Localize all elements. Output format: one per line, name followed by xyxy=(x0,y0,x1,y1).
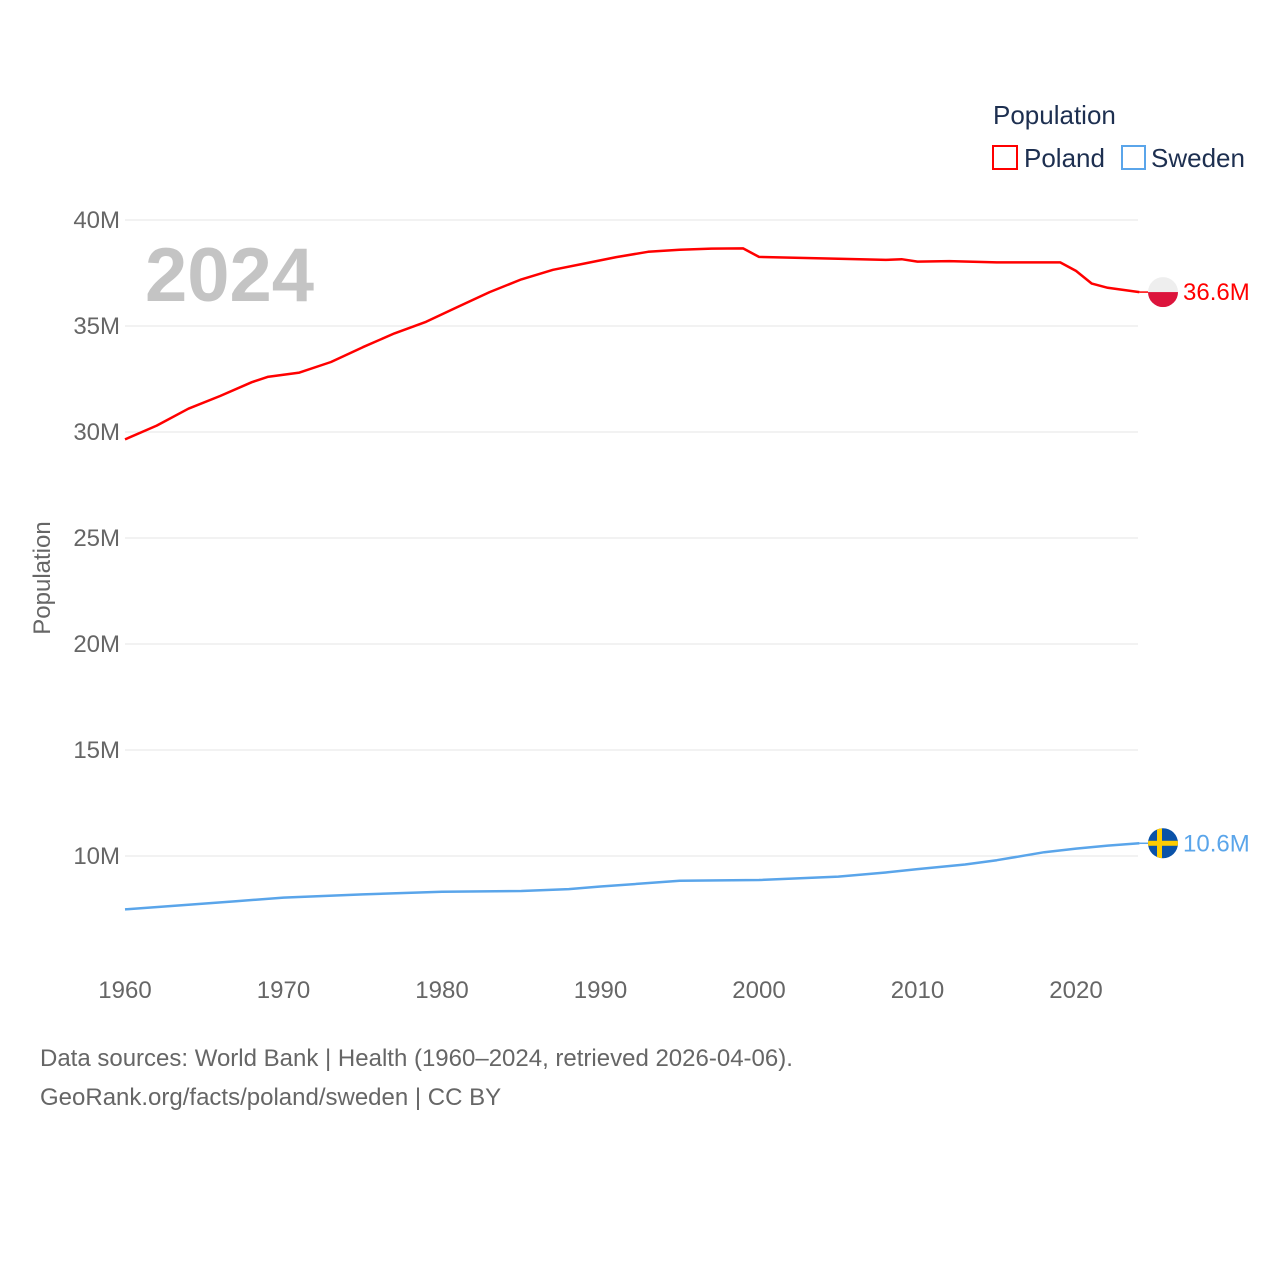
series-line-sweden xyxy=(124,842,1140,911)
y-axis-ticks: 10M 15M 20M 25M 30M 35M 40M xyxy=(73,207,120,870)
series-lines: 36.6M 10.6M xyxy=(124,247,1250,911)
x-tick-label: 2020 xyxy=(1049,977,1102,1004)
x-tick-label: 1960 xyxy=(98,977,151,1004)
flag-cross-v xyxy=(1157,828,1162,859)
y-tick-label: 30M xyxy=(73,419,120,446)
x-tick-label: 1990 xyxy=(574,977,627,1004)
sweden-flag-icon xyxy=(1148,828,1178,859)
x-tick-label: 1970 xyxy=(257,977,310,1004)
end-value-label-poland: 36.6M xyxy=(1183,279,1250,306)
x-axis-ticks: 1960 1970 1980 1990 2000 2010 2020 xyxy=(98,977,1102,1004)
end-value-label-sweden: 10.6M xyxy=(1183,830,1250,857)
year-label: 2024 xyxy=(145,233,314,318)
y-tick-label: 40M xyxy=(73,207,120,234)
y-tick-label: 25M xyxy=(73,525,120,552)
y-tick-label: 15M xyxy=(73,737,120,764)
legend-label-sweden[interactable]: Sweden xyxy=(1151,143,1245,173)
flag-cross-h xyxy=(1148,840,1178,846)
gridlines xyxy=(125,219,1138,857)
y-tick-label: 20M xyxy=(73,631,120,658)
legend-swatch-poland[interactable] xyxy=(992,145,1018,170)
legend-title: Population xyxy=(993,100,1116,130)
footer-credit[interactable]: GeoRank.org/facts/poland/sweden | CC BY xyxy=(40,1084,502,1111)
legend-swatch-sweden[interactable] xyxy=(1121,145,1146,170)
footer-sources: Data sources: World Bank | Health (1960–… xyxy=(40,1045,793,1072)
legend: Population Poland Sweden xyxy=(992,100,1245,173)
x-tick-label: 1980 xyxy=(415,977,468,1004)
x-tick-label: 2010 xyxy=(891,977,944,1004)
y-tick-label: 10M xyxy=(73,843,120,870)
series-line-poland xyxy=(124,247,1140,441)
flag-red xyxy=(1148,292,1178,308)
poland-flag-icon xyxy=(1148,277,1178,308)
legend-label-poland[interactable]: Poland xyxy=(1024,143,1105,173)
y-axis-label: Population xyxy=(29,521,56,634)
x-tick-label: 2000 xyxy=(732,977,785,1004)
y-tick-label: 35M xyxy=(73,313,120,340)
